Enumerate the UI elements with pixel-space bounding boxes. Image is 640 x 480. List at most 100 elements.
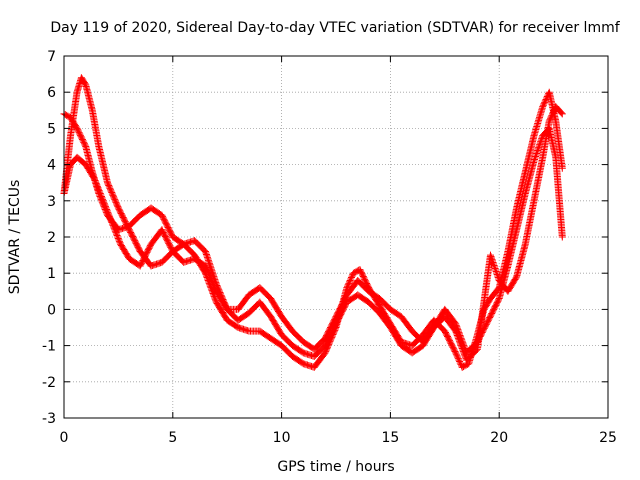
data-point bbox=[457, 333, 465, 341]
x-tick-label: 20 bbox=[490, 430, 508, 446]
data-point bbox=[453, 324, 461, 332]
data-point bbox=[95, 185, 103, 193]
x-tick-label: 10 bbox=[273, 430, 291, 446]
data-point bbox=[495, 296, 503, 304]
data-point bbox=[537, 136, 545, 144]
data-point bbox=[114, 234, 122, 242]
data-point bbox=[546, 116, 554, 124]
data-point bbox=[488, 254, 496, 262]
y-tick-label: 1 bbox=[47, 266, 56, 282]
data-point bbox=[490, 262, 498, 270]
data-point bbox=[458, 336, 466, 344]
data-point bbox=[493, 270, 501, 278]
data-point bbox=[113, 230, 121, 238]
data-point bbox=[537, 138, 545, 146]
y-tick-label: 7 bbox=[47, 49, 56, 65]
data-point bbox=[492, 267, 500, 275]
data-point bbox=[100, 200, 108, 208]
data-point bbox=[459, 340, 467, 348]
data-point bbox=[455, 356, 463, 364]
data-point bbox=[531, 155, 539, 163]
data-point bbox=[453, 352, 461, 360]
data-point bbox=[493, 269, 501, 277]
data-point bbox=[547, 113, 555, 121]
data-point bbox=[558, 110, 566, 118]
data-point bbox=[489, 259, 497, 267]
x-tick-label: 25 bbox=[599, 430, 617, 446]
data-point bbox=[456, 358, 464, 366]
data-point bbox=[534, 147, 542, 155]
chart-title: Day 119 of 2020, Sidereal Day-to-day VTE… bbox=[50, 20, 620, 36]
data-point bbox=[346, 276, 354, 284]
data-point bbox=[491, 263, 499, 271]
data-point bbox=[96, 190, 104, 198]
data-point bbox=[103, 207, 111, 215]
data-point bbox=[97, 191, 105, 199]
data-point bbox=[458, 337, 466, 345]
data-point bbox=[460, 342, 468, 350]
y-axis-label: SDTVAR / TECUs bbox=[7, 180, 23, 295]
data-point bbox=[99, 195, 107, 203]
data-point bbox=[455, 330, 463, 338]
data-point bbox=[549, 108, 557, 116]
data-point bbox=[115, 236, 123, 244]
data-point bbox=[454, 353, 462, 361]
data-point bbox=[93, 181, 101, 189]
data-point bbox=[115, 237, 123, 245]
y-tick-label: -1 bbox=[42, 339, 56, 355]
data-point bbox=[102, 204, 110, 212]
data-point bbox=[549, 110, 557, 118]
data-point bbox=[459, 339, 467, 347]
data-point bbox=[494, 272, 502, 280]
data-point bbox=[107, 216, 115, 224]
data-point bbox=[530, 157, 538, 165]
data-point bbox=[558, 233, 566, 241]
data-point bbox=[532, 153, 540, 161]
data-point bbox=[113, 232, 121, 240]
axis-ticks: 0 5 10 15 20 25 -3 -2 -1 0 1 2 3 4 5 6 7 bbox=[42, 49, 617, 446]
data-point bbox=[548, 111, 556, 119]
data-point bbox=[456, 331, 464, 339]
data-point bbox=[536, 139, 544, 147]
data-point bbox=[557, 109, 565, 117]
y-tick-label: 4 bbox=[47, 158, 56, 174]
data-point bbox=[92, 179, 100, 187]
data-point bbox=[460, 343, 468, 351]
data-point bbox=[92, 178, 100, 186]
data-point bbox=[536, 141, 544, 149]
data-point bbox=[98, 194, 106, 202]
y-tick-label: 0 bbox=[47, 302, 56, 318]
data-points bbox=[60, 74, 566, 371]
data-point bbox=[488, 256, 496, 264]
data-point bbox=[95, 187, 103, 195]
data-point bbox=[105, 211, 113, 219]
data-point bbox=[538, 135, 546, 143]
data-point bbox=[345, 278, 353, 286]
data-point bbox=[541, 98, 549, 106]
y-tick-label: 5 bbox=[47, 121, 56, 137]
data-point bbox=[90, 175, 98, 183]
data-point bbox=[539, 101, 547, 109]
data-point bbox=[109, 221, 117, 229]
data-point bbox=[110, 223, 118, 231]
data-point bbox=[454, 327, 462, 335]
data-point bbox=[106, 213, 114, 221]
data-point bbox=[101, 201, 109, 209]
data-point bbox=[535, 142, 543, 150]
data-point bbox=[94, 184, 102, 192]
x-tick-label: 5 bbox=[168, 430, 177, 446]
data-point bbox=[452, 320, 460, 328]
x-axis-label: GPS time / hours bbox=[277, 459, 394, 475]
data-point bbox=[347, 274, 355, 282]
data-point bbox=[535, 144, 543, 152]
data-point bbox=[104, 210, 112, 218]
data-point bbox=[107, 217, 115, 225]
data-point bbox=[111, 227, 119, 235]
data-point bbox=[489, 257, 497, 265]
data-point bbox=[454, 355, 462, 363]
x-tick-label: 15 bbox=[381, 430, 399, 446]
y-tick-label: -3 bbox=[42, 411, 56, 427]
data-point bbox=[455, 329, 463, 337]
